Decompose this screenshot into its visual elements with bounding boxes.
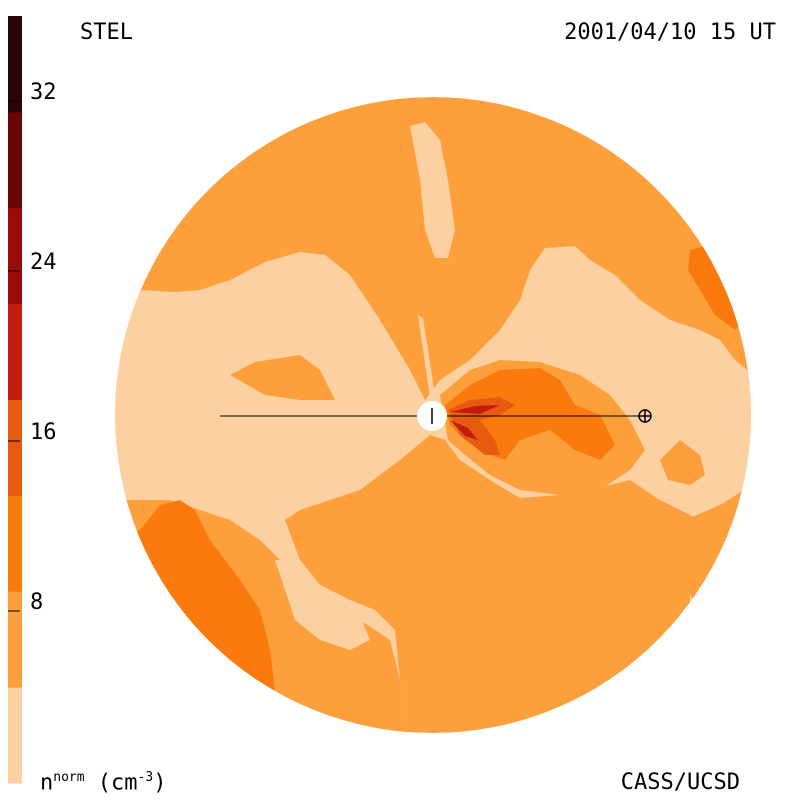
colorbar-tick-label: 16 <box>30 420 57 445</box>
colorbar-segment <box>8 495 22 592</box>
colorbar-tick-label: 24 <box>30 250 57 275</box>
mid-density-drip <box>338 545 356 582</box>
colorbar-ticks <box>8 100 20 612</box>
low-density-island <box>275 560 370 650</box>
mid-density-patch <box>230 355 335 400</box>
earth-marker <box>638 409 652 423</box>
low-density-streamer <box>410 122 455 258</box>
ray-streak <box>418 315 435 398</box>
colorbar <box>8 16 22 784</box>
mid-density-island-e <box>660 440 705 485</box>
colorbar-unit-label: nnorm (cm-3) <box>40 770 167 796</box>
colorbar-tick-label: 8 <box>30 590 44 615</box>
instrument-label: STEL <box>80 20 133 45</box>
colorbar-segment <box>8 591 22 688</box>
timestamp-label: 2001/04/10 15 UT <box>564 20 776 45</box>
colorbar-tick-label: 32 <box>30 80 57 105</box>
colorbar-segment <box>8 687 22 784</box>
colorbar-segment <box>8 207 22 305</box>
colorbar-segment <box>8 399 22 496</box>
colorbar-segment <box>8 16 22 113</box>
credit-label: CASS/UCSD <box>620 770 740 795</box>
peak-density-core <box>450 405 500 440</box>
colorbar-segment <box>8 111 22 209</box>
colorbar-segment <box>8 303 22 400</box>
